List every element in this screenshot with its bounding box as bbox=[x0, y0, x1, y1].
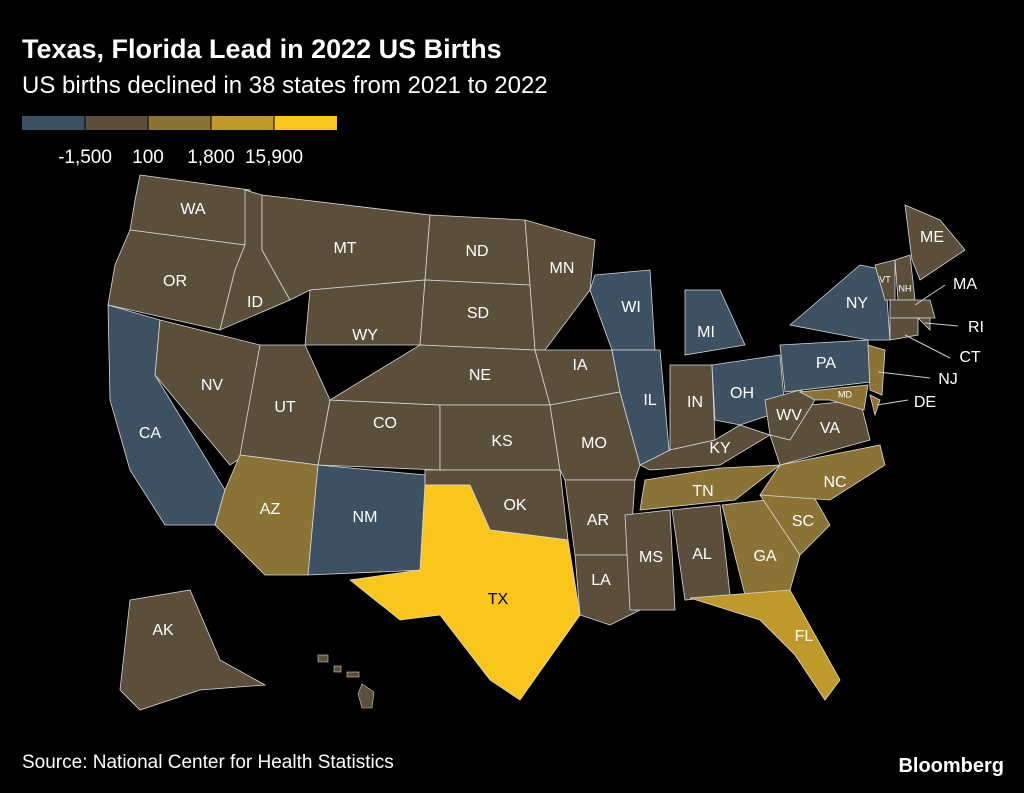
state-label: UT bbox=[274, 399, 296, 416]
state-shape bbox=[867, 344, 886, 396]
state-label: LA bbox=[591, 572, 611, 589]
state-label: RI bbox=[968, 319, 984, 336]
state-label: ND bbox=[465, 243, 488, 260]
state-label: MN bbox=[550, 260, 575, 277]
state-label: GA bbox=[753, 548, 776, 565]
source-note: Source: National Center for Health Stati… bbox=[22, 752, 394, 773]
state-shape bbox=[889, 299, 936, 319]
legend-label: 1,800 bbox=[187, 147, 235, 168]
state-label: TN bbox=[692, 483, 713, 500]
state-label: IN bbox=[687, 394, 703, 411]
leader-line bbox=[876, 399, 909, 406]
legend-label: 100 bbox=[132, 147, 164, 168]
state-label: NV bbox=[201, 377, 224, 394]
state-shape bbox=[317, 399, 441, 471]
state-label: OH bbox=[730, 385, 754, 402]
state-shape bbox=[798, 384, 869, 411]
state-label: DE bbox=[914, 394, 936, 411]
title: Texas, Florida Lead in 2022 US Births bbox=[22, 34, 502, 64]
state-shape bbox=[689, 589, 841, 701]
state-label: WI bbox=[621, 299, 641, 316]
state-label: PA bbox=[816, 355, 836, 372]
state-label: AZ bbox=[260, 501, 281, 518]
state-label: KY bbox=[709, 440, 731, 457]
state-label: VT bbox=[879, 274, 891, 284]
states: WA OR CA ID NV MT WY UT CO AZ NM ND SD NE KS OK TX MN IA MO… bbox=[107, 174, 984, 711]
state-label: NE bbox=[469, 367, 491, 384]
state-label: AR bbox=[587, 512, 609, 529]
state-label: MA bbox=[953, 276, 977, 293]
state-shape bbox=[639, 464, 782, 511]
state-shape bbox=[889, 317, 919, 341]
hawaii-islands bbox=[317, 654, 375, 709]
state-shape bbox=[789, 264, 891, 341]
state-label: CT bbox=[959, 349, 981, 366]
state-shape bbox=[869, 394, 881, 417]
state-label: WY bbox=[352, 327, 378, 344]
state-label: TX bbox=[488, 591, 509, 608]
state-label: MO bbox=[581, 435, 607, 452]
state-shape bbox=[759, 444, 886, 501]
state-label: MI bbox=[697, 324, 715, 341]
brand-logo: Bloomberg bbox=[898, 755, 1004, 777]
state-label: OK bbox=[503, 497, 526, 514]
state-label: IL bbox=[643, 392, 656, 409]
state-shape bbox=[904, 204, 966, 281]
state-label: ID bbox=[247, 294, 263, 311]
state-label: IA bbox=[572, 357, 587, 374]
state-label: ME bbox=[920, 229, 944, 246]
state-label: MD bbox=[838, 389, 852, 399]
leader-line bbox=[904, 334, 951, 359]
state-label: NJ bbox=[938, 371, 958, 388]
legend-swatch bbox=[148, 116, 211, 130]
state-label: SC bbox=[792, 513, 814, 530]
legend-label: -1,500 bbox=[58, 147, 112, 168]
state-label: WV bbox=[776, 407, 802, 424]
state-shape bbox=[349, 484, 581, 701]
legend-swatch bbox=[22, 116, 85, 130]
state-shape bbox=[721, 499, 801, 596]
state-shape bbox=[574, 554, 641, 626]
leader-line bbox=[924, 322, 959, 327]
state-shape bbox=[639, 424, 771, 471]
subtitle: US births declined in 38 states from 202… bbox=[22, 72, 548, 99]
state-label: AL bbox=[692, 546, 712, 563]
state-label: KS bbox=[491, 433, 512, 450]
state-label: MS bbox=[639, 549, 663, 566]
state-shape bbox=[684, 289, 746, 356]
state-label: VA bbox=[820, 420, 840, 437]
state-label: NH bbox=[899, 283, 912, 293]
state-label: NM bbox=[353, 509, 378, 526]
state-label: CO bbox=[373, 415, 397, 432]
legend: -1,500 100 1,800 15,900 bbox=[22, 116, 337, 168]
state-label: NC bbox=[823, 474, 846, 491]
leader-line bbox=[914, 284, 946, 306]
state-label: SD bbox=[467, 305, 489, 322]
state-shape bbox=[119, 589, 267, 711]
state-label: WA bbox=[180, 201, 206, 218]
leader-line bbox=[877, 371, 931, 379]
state-label: CA bbox=[139, 425, 162, 442]
state-label: OR bbox=[163, 273, 187, 290]
state-label: AK bbox=[152, 622, 174, 639]
state-label: MT bbox=[333, 240, 356, 257]
legend-label: 15,900 bbox=[245, 147, 303, 168]
state-shape bbox=[624, 509, 676, 611]
legend-swatch bbox=[85, 116, 148, 130]
legend-swatch bbox=[274, 116, 337, 130]
legend-swatch bbox=[211, 116, 274, 130]
state-shape bbox=[917, 317, 931, 331]
state-label: NY bbox=[846, 295, 869, 312]
state-shape bbox=[764, 389, 816, 441]
state-label: FL bbox=[795, 628, 814, 645]
